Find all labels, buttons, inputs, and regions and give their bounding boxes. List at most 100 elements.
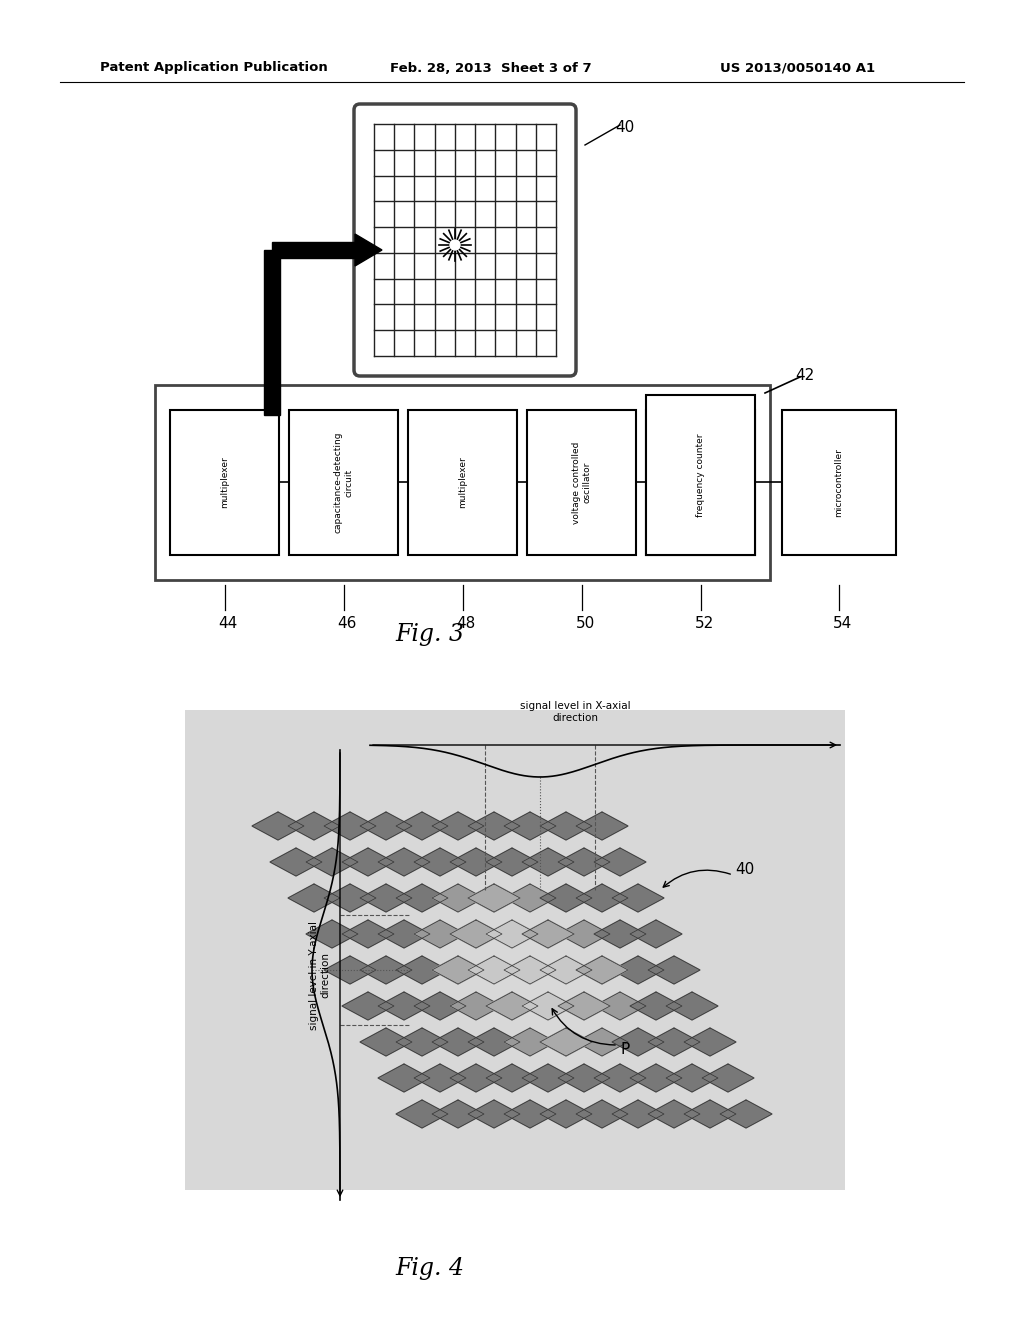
Polygon shape (612, 1028, 664, 1056)
Polygon shape (324, 956, 376, 983)
Text: multiplexer: multiplexer (458, 457, 467, 508)
Polygon shape (414, 993, 466, 1020)
Polygon shape (378, 847, 430, 876)
Polygon shape (540, 1100, 592, 1129)
Polygon shape (342, 993, 394, 1020)
Polygon shape (450, 847, 502, 876)
Polygon shape (432, 956, 484, 983)
Polygon shape (522, 847, 574, 876)
Polygon shape (558, 847, 610, 876)
Polygon shape (522, 993, 574, 1020)
Polygon shape (720, 1100, 772, 1129)
Polygon shape (378, 1064, 430, 1092)
Text: 54: 54 (833, 616, 852, 631)
Text: 52: 52 (694, 616, 714, 631)
Polygon shape (252, 812, 304, 840)
Polygon shape (360, 812, 412, 840)
Bar (646, 411, 755, 554)
Text: frequency counter: frequency counter (696, 433, 705, 516)
Polygon shape (630, 993, 682, 1020)
Bar (60, 675, 964, 1255)
Bar (408, 411, 517, 554)
Polygon shape (270, 847, 322, 876)
Text: capacitance-detecting
circuit: capacitance-detecting circuit (334, 432, 353, 533)
Polygon shape (666, 1064, 718, 1092)
Polygon shape (306, 920, 358, 948)
Polygon shape (504, 1028, 556, 1056)
Polygon shape (342, 920, 394, 948)
Text: Feb. 28, 2013  Sheet 3 of 7: Feb. 28, 2013 Sheet 3 of 7 (390, 62, 592, 74)
Polygon shape (522, 993, 574, 1020)
Polygon shape (666, 993, 718, 1020)
Polygon shape (432, 956, 484, 983)
Polygon shape (342, 847, 394, 876)
Polygon shape (450, 993, 502, 1020)
Bar (527, 411, 636, 554)
Text: 40: 40 (735, 862, 755, 878)
Text: 42: 42 (796, 367, 815, 383)
Bar (170, 411, 279, 554)
Polygon shape (355, 234, 382, 267)
Polygon shape (264, 249, 280, 414)
Polygon shape (414, 847, 466, 876)
Polygon shape (486, 920, 538, 948)
Polygon shape (468, 956, 520, 983)
Polygon shape (612, 884, 664, 912)
Polygon shape (414, 920, 466, 948)
Polygon shape (540, 956, 592, 983)
Polygon shape (486, 1064, 538, 1092)
Polygon shape (575, 956, 628, 983)
Polygon shape (468, 884, 520, 912)
Polygon shape (522, 920, 574, 948)
Bar (155, 385, 770, 579)
Polygon shape (360, 956, 412, 983)
Polygon shape (648, 1100, 700, 1129)
Polygon shape (684, 1028, 736, 1056)
Text: 48: 48 (457, 616, 476, 631)
Polygon shape (396, 812, 449, 840)
Polygon shape (594, 1064, 646, 1092)
Polygon shape (432, 812, 484, 840)
Polygon shape (468, 1028, 520, 1056)
Polygon shape (486, 993, 538, 1020)
Polygon shape (575, 812, 628, 840)
Bar (185, 710, 845, 1191)
Polygon shape (396, 1100, 449, 1129)
Polygon shape (450, 920, 502, 948)
Text: Fig. 3: Fig. 3 (395, 623, 465, 647)
Circle shape (450, 240, 460, 249)
Polygon shape (396, 884, 449, 912)
Bar (782, 411, 896, 554)
Polygon shape (522, 920, 574, 948)
Polygon shape (504, 1100, 556, 1129)
Text: voltage controlled
oscillator: voltage controlled oscillator (571, 441, 591, 524)
Text: frequency counter: frequency counter (696, 441, 705, 524)
Polygon shape (468, 956, 520, 983)
Polygon shape (468, 1100, 520, 1129)
Text: P: P (620, 1043, 630, 1057)
Polygon shape (594, 993, 646, 1020)
Polygon shape (432, 884, 484, 912)
Polygon shape (540, 884, 592, 912)
Polygon shape (575, 884, 628, 912)
Polygon shape (450, 1064, 502, 1092)
Polygon shape (396, 956, 449, 983)
Polygon shape (414, 1064, 466, 1092)
Polygon shape (504, 956, 556, 983)
Text: signal level in X-axial
direction: signal level in X-axial direction (520, 701, 631, 723)
Polygon shape (468, 812, 520, 840)
Text: signal level in Y-axial
direction: signal level in Y-axial direction (309, 920, 331, 1030)
Polygon shape (558, 920, 610, 948)
Polygon shape (486, 920, 538, 948)
Polygon shape (432, 1028, 484, 1056)
Polygon shape (594, 920, 646, 948)
Polygon shape (648, 1028, 700, 1056)
Polygon shape (540, 956, 592, 983)
FancyBboxPatch shape (354, 104, 575, 376)
Polygon shape (504, 884, 556, 912)
Text: Fig. 4: Fig. 4 (395, 1257, 465, 1279)
Polygon shape (486, 847, 538, 876)
Polygon shape (504, 812, 556, 840)
Polygon shape (450, 920, 502, 948)
Polygon shape (612, 1100, 664, 1129)
